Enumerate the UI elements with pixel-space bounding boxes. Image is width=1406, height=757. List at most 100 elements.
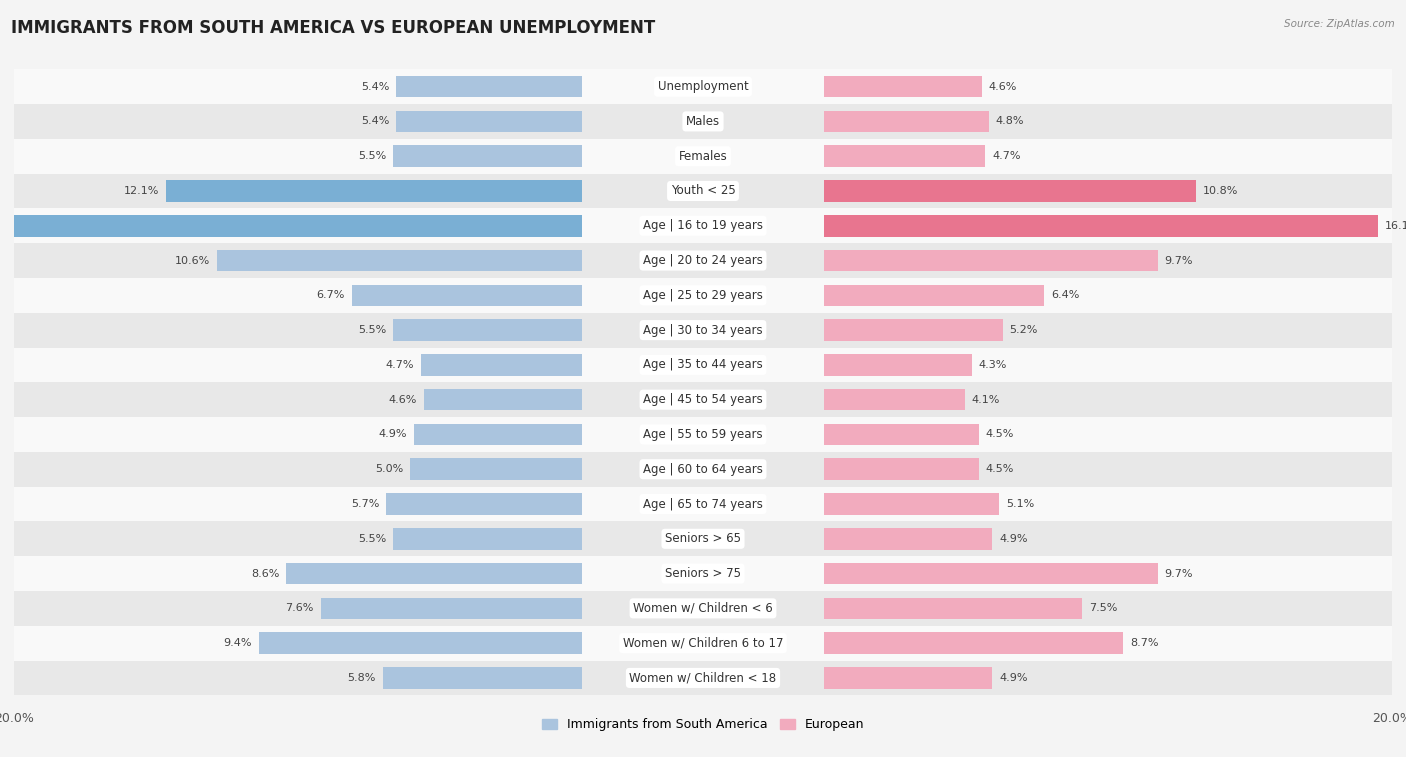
Bar: [413, 424, 582, 445]
Text: 9.7%: 9.7%: [1164, 569, 1194, 578]
Text: 4.9%: 4.9%: [1000, 534, 1028, 544]
Text: Youth < 25: Youth < 25: [671, 185, 735, 198]
Text: 4.5%: 4.5%: [986, 464, 1014, 474]
Text: 7.6%: 7.6%: [285, 603, 314, 613]
Bar: [394, 528, 582, 550]
Text: 4.5%: 4.5%: [986, 429, 1014, 440]
Text: 5.4%: 5.4%: [361, 117, 389, 126]
Bar: [14, 139, 1392, 173]
Text: 8.6%: 8.6%: [250, 569, 280, 578]
Bar: [824, 389, 965, 410]
Text: 5.5%: 5.5%: [359, 151, 387, 161]
Bar: [0, 215, 582, 236]
Bar: [218, 250, 582, 271]
Text: Unemployment: Unemployment: [658, 80, 748, 93]
Bar: [824, 76, 981, 98]
Bar: [394, 319, 582, 341]
Bar: [824, 597, 1083, 619]
Bar: [14, 626, 1392, 661]
Bar: [14, 278, 1392, 313]
Text: Age | 60 to 64 years: Age | 60 to 64 years: [643, 463, 763, 475]
Bar: [14, 522, 1392, 556]
Text: Age | 25 to 29 years: Age | 25 to 29 years: [643, 289, 763, 302]
Text: Age | 55 to 59 years: Age | 55 to 59 years: [643, 428, 763, 441]
Text: 5.5%: 5.5%: [359, 325, 387, 335]
Bar: [824, 111, 988, 132]
Bar: [396, 76, 582, 98]
Bar: [14, 382, 1392, 417]
Bar: [321, 597, 582, 619]
Text: Age | 35 to 44 years: Age | 35 to 44 years: [643, 358, 763, 372]
Bar: [287, 562, 582, 584]
Text: 4.6%: 4.6%: [388, 394, 418, 405]
Text: 4.8%: 4.8%: [995, 117, 1025, 126]
Bar: [14, 243, 1392, 278]
Text: 4.7%: 4.7%: [993, 151, 1021, 161]
Bar: [824, 250, 1157, 271]
Text: Age | 20 to 24 years: Age | 20 to 24 years: [643, 254, 763, 267]
Text: Females: Females: [679, 150, 727, 163]
Bar: [14, 173, 1392, 208]
Bar: [824, 494, 1000, 515]
Text: 5.7%: 5.7%: [352, 499, 380, 509]
Bar: [420, 354, 582, 375]
Text: 4.9%: 4.9%: [1000, 673, 1028, 683]
Text: 6.4%: 6.4%: [1050, 291, 1080, 301]
Text: Women w/ Children < 18: Women w/ Children < 18: [630, 671, 776, 684]
Text: Age | 65 to 74 years: Age | 65 to 74 years: [643, 497, 763, 510]
Bar: [824, 215, 1378, 236]
Text: Age | 16 to 19 years: Age | 16 to 19 years: [643, 220, 763, 232]
Bar: [824, 424, 979, 445]
Text: Seniors > 65: Seniors > 65: [665, 532, 741, 545]
Bar: [387, 494, 582, 515]
Text: Age | 30 to 34 years: Age | 30 to 34 years: [643, 323, 763, 337]
Bar: [14, 347, 1392, 382]
Text: Women w/ Children 6 to 17: Women w/ Children 6 to 17: [623, 637, 783, 650]
Bar: [824, 528, 993, 550]
Text: 5.8%: 5.8%: [347, 673, 375, 683]
Text: Age | 45 to 54 years: Age | 45 to 54 years: [643, 393, 763, 407]
Bar: [411, 459, 582, 480]
Bar: [14, 104, 1392, 139]
Text: Source: ZipAtlas.com: Source: ZipAtlas.com: [1284, 19, 1395, 29]
Bar: [425, 389, 582, 410]
Bar: [824, 632, 1123, 654]
Bar: [824, 180, 1195, 202]
Bar: [352, 285, 582, 306]
Bar: [14, 487, 1392, 522]
Text: 4.1%: 4.1%: [972, 394, 1000, 405]
Text: 5.5%: 5.5%: [359, 534, 387, 544]
Text: 8.7%: 8.7%: [1130, 638, 1159, 648]
Bar: [394, 145, 582, 167]
Text: 4.9%: 4.9%: [378, 429, 406, 440]
Text: 4.7%: 4.7%: [385, 360, 413, 370]
Text: 12.1%: 12.1%: [124, 186, 159, 196]
Bar: [824, 459, 979, 480]
Text: 9.7%: 9.7%: [1164, 256, 1194, 266]
Legend: Immigrants from South America, European: Immigrants from South America, European: [537, 713, 869, 737]
Text: 5.2%: 5.2%: [1010, 325, 1038, 335]
Bar: [14, 208, 1392, 243]
Text: 5.4%: 5.4%: [361, 82, 389, 92]
Text: Males: Males: [686, 115, 720, 128]
Bar: [14, 69, 1392, 104]
Text: 7.5%: 7.5%: [1088, 603, 1118, 613]
Bar: [14, 556, 1392, 591]
Bar: [14, 313, 1392, 347]
Text: 4.6%: 4.6%: [988, 82, 1018, 92]
Bar: [824, 319, 1002, 341]
Bar: [382, 667, 582, 689]
Bar: [14, 591, 1392, 626]
Text: 5.0%: 5.0%: [375, 464, 404, 474]
Text: 5.1%: 5.1%: [1007, 499, 1035, 509]
Text: Seniors > 75: Seniors > 75: [665, 567, 741, 580]
Bar: [14, 417, 1392, 452]
Bar: [396, 111, 582, 132]
Bar: [166, 180, 582, 202]
Bar: [824, 285, 1045, 306]
Text: 10.8%: 10.8%: [1202, 186, 1237, 196]
Bar: [259, 632, 582, 654]
Bar: [824, 354, 972, 375]
Bar: [824, 562, 1157, 584]
Bar: [14, 661, 1392, 696]
